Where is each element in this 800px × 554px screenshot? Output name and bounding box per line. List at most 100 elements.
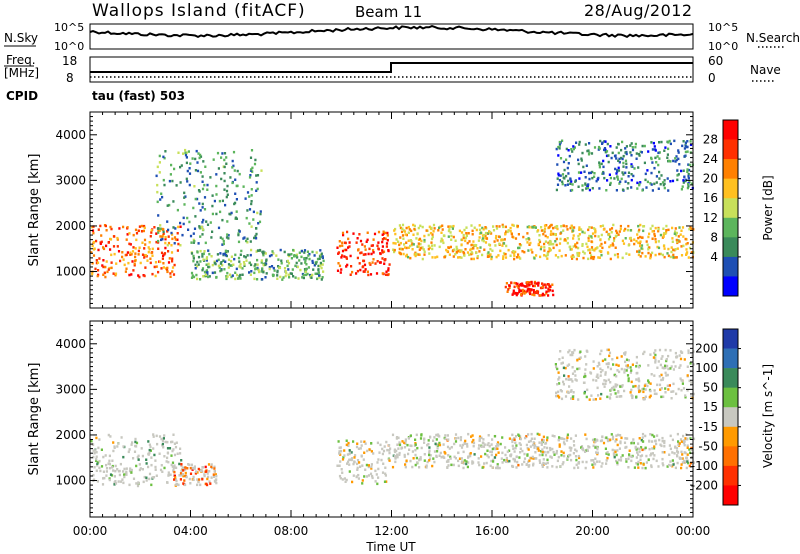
echo-cell: [102, 273, 105, 276]
echo-cell: [394, 456, 397, 460]
echo-cell: [422, 248, 425, 251]
echo-cell: [153, 453, 156, 457]
echo-cell: [415, 237, 418, 240]
echo-cell: [584, 182, 587, 185]
echo-cell: [275, 254, 278, 257]
echo-cell: [128, 469, 132, 473]
echo-cell: [588, 226, 591, 229]
echo-cell: [604, 140, 607, 143]
echo-cell: [157, 214, 160, 217]
echo-cell: [155, 265, 158, 268]
echo-cell: [276, 277, 279, 280]
echo-cell: [345, 439, 348, 442]
echo-cell: [578, 367, 581, 370]
echo-cell: [645, 240, 648, 243]
echo-cell: [207, 275, 210, 279]
colorbar-tick-label: 24: [703, 152, 718, 166]
echo-cell: [641, 144, 644, 148]
echo-cell: [659, 233, 662, 237]
echo-cell: [305, 256, 308, 260]
y-tick-label: 2000: [55, 428, 86, 442]
echo-cell: [584, 466, 587, 470]
echo-cell: [511, 465, 515, 468]
echo-cell: [668, 139, 671, 143]
echo-cell: [647, 381, 650, 384]
echo-cell: [110, 253, 113, 257]
echo-cell: [217, 167, 220, 170]
echo-cell: [611, 358, 614, 361]
echo-cell: [610, 433, 613, 436]
echo-cell: [631, 395, 634, 398]
echo-cell: [631, 146, 634, 149]
echo-cell: [192, 257, 195, 260]
echo-cell: [427, 233, 430, 237]
echo-cell: [651, 148, 654, 151]
echo-cell: [262, 263, 265, 267]
echo-cell: [637, 152, 640, 156]
echo-cell: [357, 447, 360, 450]
echo-cell: [460, 446, 464, 449]
echo-cell: [624, 159, 628, 163]
echo-cell: [661, 355, 664, 358]
echo-cell: [578, 226, 581, 229]
echo-cell: [107, 241, 110, 244]
echo-cell: [681, 457, 684, 460]
echo-cell: [554, 233, 557, 236]
echo-cell: [393, 250, 396, 254]
echo-cell: [584, 368, 587, 371]
colorbar-swatch: [723, 237, 738, 258]
echo-cell: [119, 480, 123, 483]
echo-cell: [640, 244, 644, 247]
echo-cell: [557, 390, 560, 394]
colorbar-tick-label: 8: [710, 230, 718, 244]
echo-cell: [415, 456, 418, 460]
echo-cell: [649, 227, 652, 230]
echo-cell: [504, 446, 507, 449]
echo-cell: [506, 230, 509, 234]
echo-cell: [173, 442, 176, 445]
echo-cell: [552, 293, 555, 297]
echo-cell: [481, 226, 484, 230]
echo-cell: [502, 242, 506, 245]
echo-cell: [159, 468, 163, 472]
echo-cell: [669, 142, 672, 146]
echo-cell: [524, 291, 527, 294]
echo-cell: [141, 454, 144, 458]
echo-cell: [567, 363, 571, 366]
echo-cell: [182, 469, 185, 472]
echo-cell: [449, 225, 452, 228]
echo-cell: [596, 373, 599, 376]
echo-cell: [284, 270, 287, 273]
echo-cell: [629, 229, 632, 232]
echo-cell: [347, 444, 350, 447]
echo-cell: [429, 231, 433, 235]
echo-cell: [560, 225, 563, 228]
echo-cell: [410, 229, 413, 233]
echo-cell: [131, 250, 135, 253]
echo-cell: [134, 228, 138, 232]
echo-cell: [538, 453, 541, 457]
echo-cell: [557, 371, 560, 374]
echo-cell: [190, 276, 194, 279]
echo-cell: [192, 254, 195, 258]
echo-cell: [166, 266, 169, 270]
echo-cell: [508, 459, 511, 463]
echo-cell: [558, 445, 561, 448]
echo-cell: [636, 181, 639, 185]
echo-cell: [471, 462, 474, 465]
echo-cell: [236, 169, 239, 173]
echo-cell: [463, 459, 466, 462]
echo-cell: [193, 239, 196, 243]
echo-cell: [144, 243, 147, 246]
echo-cell: [114, 464, 117, 468]
echo-cell: [249, 174, 252, 177]
echo-cell: [173, 474, 176, 478]
echo-cell: [305, 263, 308, 266]
echo-cell: [524, 436, 527, 440]
echo-cell: [566, 436, 569, 439]
echo-cell: [384, 258, 387, 261]
echo-cell: [607, 160, 610, 164]
echo-cell: [348, 458, 351, 462]
echo-cell: [518, 456, 521, 459]
